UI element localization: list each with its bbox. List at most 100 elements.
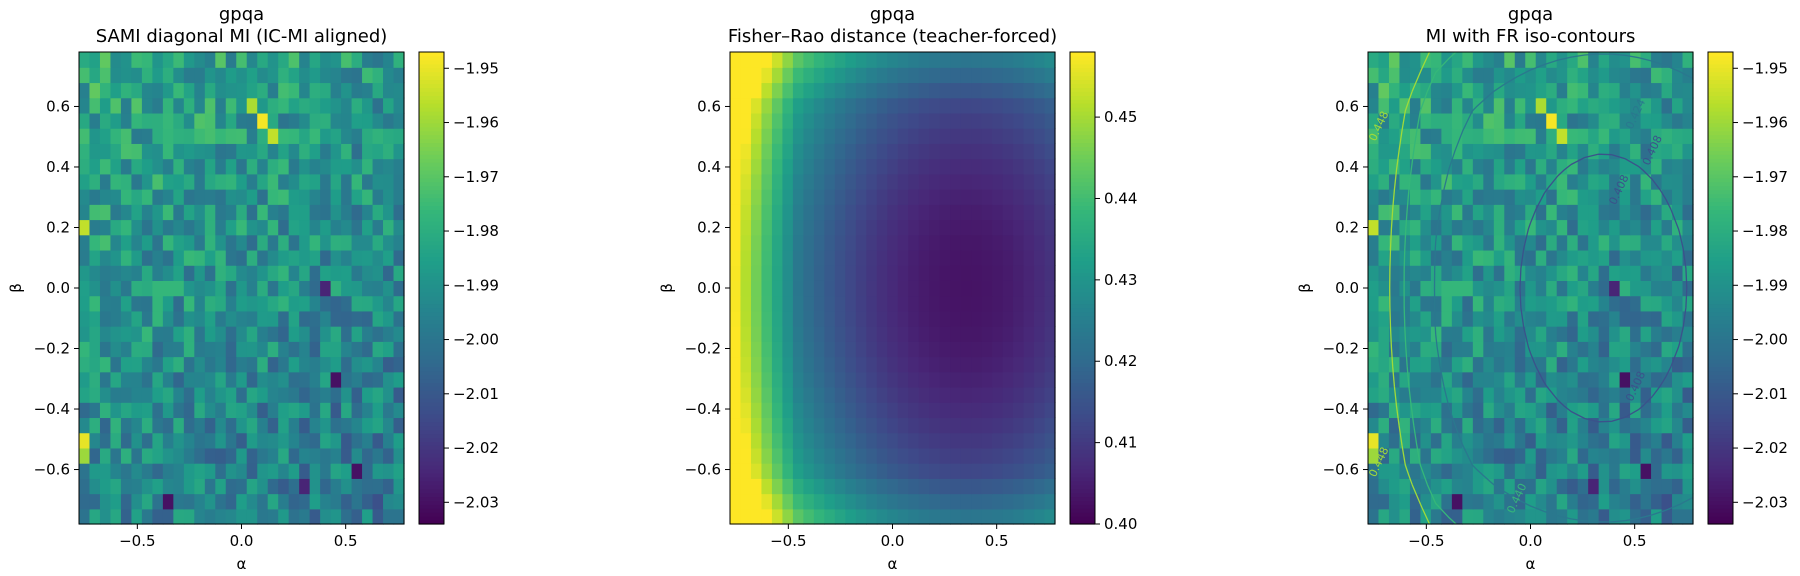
heatmap-cell bbox=[267, 280, 279, 297]
heatmap-cell bbox=[803, 128, 815, 144]
heatmap-cell bbox=[730, 82, 742, 99]
colorbar-segment bbox=[1708, 347, 1733, 352]
heatmap-cell bbox=[79, 295, 91, 312]
heatmap-cell bbox=[1640, 97, 1652, 114]
heatmap-cell bbox=[730, 417, 742, 434]
heatmap-cell bbox=[855, 493, 867, 510]
heatmap-cell bbox=[803, 280, 815, 297]
heatmap-cell bbox=[1682, 478, 1694, 495]
heatmap-cell bbox=[320, 371, 332, 388]
heatmap-cell bbox=[1672, 52, 1684, 68]
heatmap-cell bbox=[204, 386, 216, 403]
heatmap-cell bbox=[1023, 280, 1035, 297]
heatmap-cell bbox=[971, 158, 983, 175]
heatmap-cell bbox=[299, 341, 311, 358]
heatmap-cell bbox=[110, 204, 122, 221]
heatmap-cell bbox=[908, 326, 920, 342]
heatmap-cell bbox=[845, 280, 857, 297]
heatmap-cell bbox=[372, 478, 384, 495]
heatmap-cell bbox=[730, 112, 742, 129]
heatmap-cell bbox=[730, 402, 742, 419]
heatmap-cell bbox=[1661, 341, 1673, 358]
heatmap-cell bbox=[288, 371, 300, 388]
heatmap-cell bbox=[1661, 447, 1673, 464]
heatmap-cell bbox=[372, 82, 384, 99]
heatmap-cell bbox=[1682, 386, 1694, 403]
heatmap-cell bbox=[918, 508, 930, 525]
heatmap-cell bbox=[908, 97, 920, 114]
heatmap-cell bbox=[225, 326, 237, 342]
heatmap-cell bbox=[1368, 280, 1380, 297]
heatmap-cell bbox=[1504, 219, 1516, 236]
heatmap-cell bbox=[1368, 356, 1380, 373]
heatmap-cell bbox=[330, 310, 342, 327]
colorbar-segment bbox=[419, 256, 444, 262]
heatmap-cell bbox=[771, 417, 784, 434]
heatmap-cell bbox=[309, 341, 321, 358]
heatmap-cell bbox=[362, 432, 374, 449]
heatmap-cell bbox=[855, 356, 867, 373]
heatmap-cell bbox=[813, 112, 825, 129]
heatmap-cell bbox=[960, 82, 972, 99]
heatmap-cell bbox=[876, 219, 888, 236]
heatmap-cell bbox=[278, 432, 290, 449]
heatmap-cell bbox=[834, 341, 846, 358]
heatmap-cell bbox=[1023, 478, 1035, 495]
heatmap-cell bbox=[792, 158, 804, 175]
heatmap-cell bbox=[771, 219, 784, 236]
colorbar-segment bbox=[1708, 276, 1733, 281]
heatmap-cell bbox=[1672, 204, 1684, 221]
colorbar-tick-label: −1.95 bbox=[1742, 59, 1788, 77]
heatmap-cell bbox=[1504, 52, 1516, 68]
heatmap-cell bbox=[1672, 402, 1684, 419]
colorbar-segment bbox=[1708, 122, 1733, 128]
colorbar-segment bbox=[1070, 111, 1095, 116]
heatmap-cell bbox=[1609, 417, 1621, 434]
heatmap-cell bbox=[341, 493, 353, 510]
heatmap-cell bbox=[1598, 371, 1610, 388]
heatmap-cell bbox=[341, 508, 353, 525]
colorbar-segment bbox=[1708, 201, 1733, 206]
colorbar-segment bbox=[1070, 229, 1095, 234]
heatmap-cell bbox=[341, 310, 353, 327]
heatmap-cell bbox=[730, 295, 742, 312]
heatmap-cell bbox=[393, 402, 405, 419]
heatmap-cell bbox=[908, 265, 920, 281]
heatmap-cell bbox=[362, 204, 374, 221]
heatmap-cell bbox=[320, 128, 332, 144]
heatmap-cell bbox=[771, 371, 784, 388]
heatmap-cell bbox=[1535, 189, 1547, 205]
heatmap-cell bbox=[792, 219, 804, 236]
heatmap-cell bbox=[761, 219, 773, 236]
heatmap-cell bbox=[215, 112, 227, 129]
heatmap-cell bbox=[246, 326, 258, 342]
heatmap-cell bbox=[1609, 280, 1621, 297]
heatmap-cell bbox=[99, 402, 112, 419]
heatmap-cell bbox=[320, 249, 332, 266]
colorbar-segment bbox=[419, 520, 444, 525]
heatmap-cell bbox=[320, 432, 332, 449]
heatmap-cell bbox=[960, 508, 972, 525]
heatmap-cell bbox=[173, 508, 185, 525]
heatmap-cell bbox=[824, 356, 836, 373]
heatmap-cell bbox=[1493, 402, 1505, 419]
heatmap-cell bbox=[278, 173, 290, 190]
heatmap-cell bbox=[1013, 143, 1025, 160]
colorbar-tick-label: 0.44 bbox=[1104, 189, 1137, 207]
heatmap-cell bbox=[740, 173, 752, 190]
contour-line bbox=[1403, 51, 1457, 525]
heatmap-cell bbox=[792, 310, 804, 327]
heatmap-cell bbox=[1378, 112, 1390, 129]
heatmap-cell bbox=[740, 97, 752, 114]
heatmap-cell bbox=[173, 326, 185, 342]
heatmap-cell bbox=[225, 447, 237, 464]
heatmap-cell bbox=[225, 493, 237, 510]
heatmap-cell bbox=[1472, 234, 1484, 251]
heatmap-cell bbox=[1002, 234, 1014, 251]
heatmap-cell bbox=[824, 97, 836, 114]
heatmap-cell bbox=[278, 341, 290, 358]
heatmap-cell bbox=[918, 280, 930, 297]
heatmap-cell bbox=[173, 295, 185, 312]
heatmap-cell bbox=[876, 173, 888, 190]
heatmap-cell bbox=[730, 219, 742, 236]
